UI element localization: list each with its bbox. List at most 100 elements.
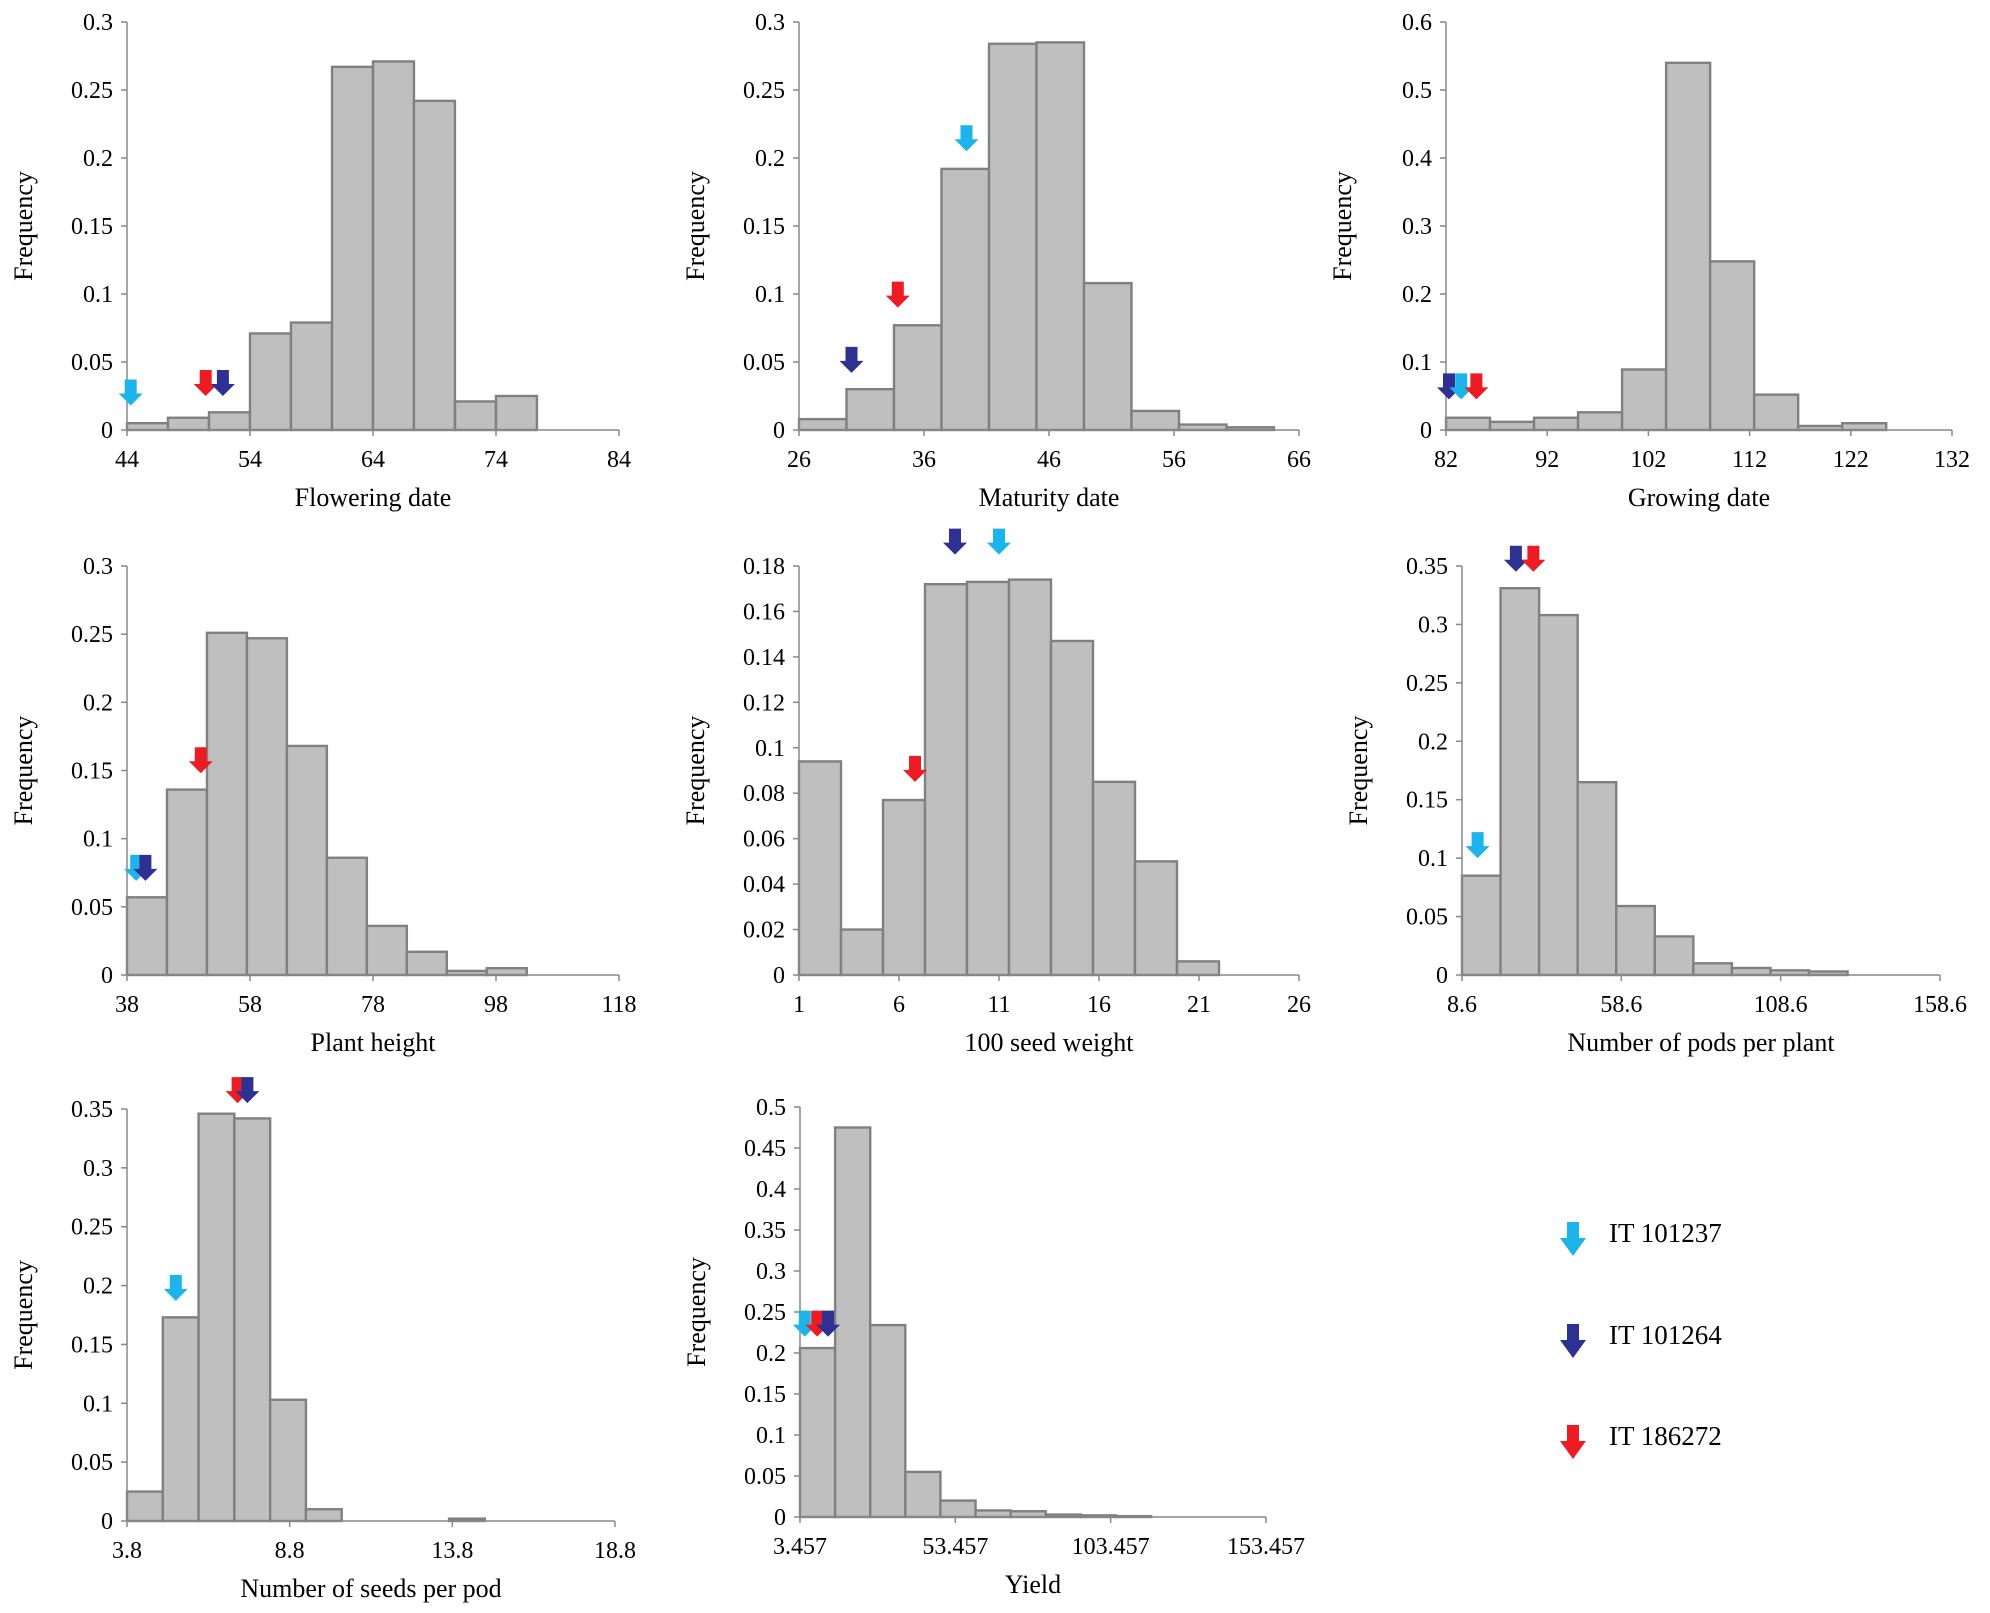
x-tick-label: 44 — [115, 447, 139, 473]
accession-arrow-icon — [1503, 545, 1528, 572]
x-tick-label: 118 — [601, 992, 636, 1018]
x-tick-label: 56 — [1162, 447, 1186, 473]
legend-arrow-icon — [1560, 1222, 1586, 1256]
y-tick-label: 0.3 — [756, 1259, 786, 1285]
x-axis-title: 100 seed weight — [965, 1028, 1135, 1057]
accession-arrow-icon — [235, 1077, 260, 1104]
histogram-bar — [268, 1398, 308, 1523]
y-tick-label: 0.15 — [71, 214, 113, 240]
y-tick-label: 0.1 — [83, 282, 113, 308]
x-tick-label: 103.457 — [1072, 1534, 1150, 1560]
histogram-bar — [1576, 411, 1624, 432]
histogram-bar — [1752, 393, 1800, 432]
histogram-bar — [412, 99, 457, 432]
histogram-bar — [904, 1470, 942, 1519]
x-tick-label: 132 — [1934, 447, 1970, 473]
x-tick-label: 53.457 — [922, 1534, 988, 1560]
x-tick-label: 1 — [793, 992, 805, 1018]
accession-arrow-icon — [816, 1310, 841, 1337]
histogram-bar — [125, 422, 170, 432]
y-tick-label: 0 — [1436, 963, 1448, 989]
y-tick-label: 0.35 — [1406, 554, 1448, 580]
y-tick-label: 0.18 — [743, 554, 785, 580]
histogram-bar — [161, 1316, 200, 1523]
histogram-bar — [1692, 962, 1734, 977]
histogram-bar — [285, 744, 329, 977]
histogram-bar — [453, 400, 498, 432]
accession-arrow-icon — [987, 528, 1011, 555]
histogram-bar — [197, 1112, 236, 1523]
histogram-panel: 0 0.05 0.1 0.15 0.2 0.25 0.3 0.35 3.8 8.8 13.8 18.8… — [9, 1077, 636, 1603]
y-tick-label: 0.08 — [743, 781, 785, 807]
histogram-bar — [304, 1508, 343, 1523]
histogram-bar — [1537, 613, 1579, 977]
y-axis-title: Frequency — [9, 716, 38, 826]
legend-label: IT 186272 — [1609, 1421, 1722, 1451]
accession-arrow-icon — [1521, 545, 1546, 572]
accession-arrow-icon — [163, 1274, 188, 1301]
x-axis-title: Maturity date — [979, 483, 1120, 512]
x-axis-title: Number of pods per plant — [1567, 1028, 1835, 1057]
histogram-bar — [923, 582, 969, 977]
x-tick-label: 38 — [115, 992, 139, 1018]
histogram-bar — [987, 42, 1038, 432]
histogram-bar — [1035, 41, 1086, 432]
histogram-panels: 0 0.05 0.1 0.15 0.2 0.25 0.3 44 54 64 74 84 Flowerin… — [9, 10, 1970, 1603]
y-tick-label: 0.06 — [743, 827, 785, 853]
y-axis-title: Frequency — [682, 1257, 711, 1367]
y-axis-title: Frequency — [681, 716, 710, 826]
y-tick-label: 0.05 — [743, 350, 785, 376]
histogram-bar — [1130, 409, 1181, 432]
y-tick-label: 0 — [1420, 418, 1432, 444]
x-tick-label: 153.457 — [1227, 1534, 1305, 1560]
x-tick-label: 8.6 — [1447, 992, 1477, 1018]
y-tick-label: 0.1 — [756, 1423, 786, 1449]
histogram-bar — [248, 332, 293, 432]
y-tick-label: 0.2 — [1418, 729, 1448, 755]
y-tick-label: 0 — [774, 1505, 786, 1531]
y-tick-label: 0.3 — [83, 1156, 113, 1182]
histogram-bar — [1532, 416, 1580, 432]
y-tick-label: 0.3 — [83, 10, 113, 36]
histogram-bar — [881, 798, 927, 977]
x-tick-label: 84 — [607, 447, 631, 473]
legend-arrow-icon — [1560, 1425, 1586, 1459]
x-tick-label: 58.6 — [1600, 992, 1642, 1018]
y-tick-label: 0 — [101, 418, 113, 444]
histogram-bar — [125, 896, 169, 977]
x-tick-label: 74 — [484, 447, 508, 473]
legend-arrow-icon — [1560, 1324, 1586, 1358]
x-axis-title: Flowering date — [295, 483, 452, 512]
y-tick-label: 0.04 — [743, 872, 785, 898]
histogram-bar — [1082, 281, 1133, 432]
x-tick-label: 13.8 — [431, 1538, 473, 1564]
y-tick-label: 0.1 — [755, 736, 785, 762]
histogram-bar — [1007, 578, 1053, 977]
y-tick-label: 0.15 — [744, 1382, 786, 1408]
y-tick-label: 0.05 — [744, 1464, 786, 1490]
histogram-bar — [245, 637, 289, 977]
histogram-bar — [1488, 420, 1536, 432]
histogram-bar — [797, 760, 843, 977]
y-tick-label: 0.14 — [743, 645, 785, 671]
accession-arrow-icon — [954, 125, 979, 152]
histogram-bar — [1444, 416, 1492, 432]
accession-arrow-icon — [839, 346, 864, 373]
histogram-bar — [1664, 61, 1712, 432]
y-tick-label: 0 — [101, 963, 113, 989]
accession-arrow-icon — [133, 854, 158, 881]
x-tick-label: 3.8 — [112, 1538, 142, 1564]
histogram-bar — [1840, 422, 1888, 432]
x-tick-label: 46 — [1037, 447, 1061, 473]
histogram-bar — [166, 416, 211, 432]
x-axis-title: Yield — [1005, 1570, 1061, 1599]
histogram-bar — [1175, 960, 1221, 977]
histogram-bar — [1049, 639, 1095, 977]
y-tick-label: 0.2 — [1402, 282, 1432, 308]
accession-arrow-icon — [188, 747, 213, 774]
y-tick-label: 0.45 — [744, 1136, 786, 1162]
accession-arrow-icon — [943, 528, 967, 555]
y-tick-label: 0.05 — [71, 895, 113, 921]
x-tick-label: 11 — [987, 992, 1010, 1018]
